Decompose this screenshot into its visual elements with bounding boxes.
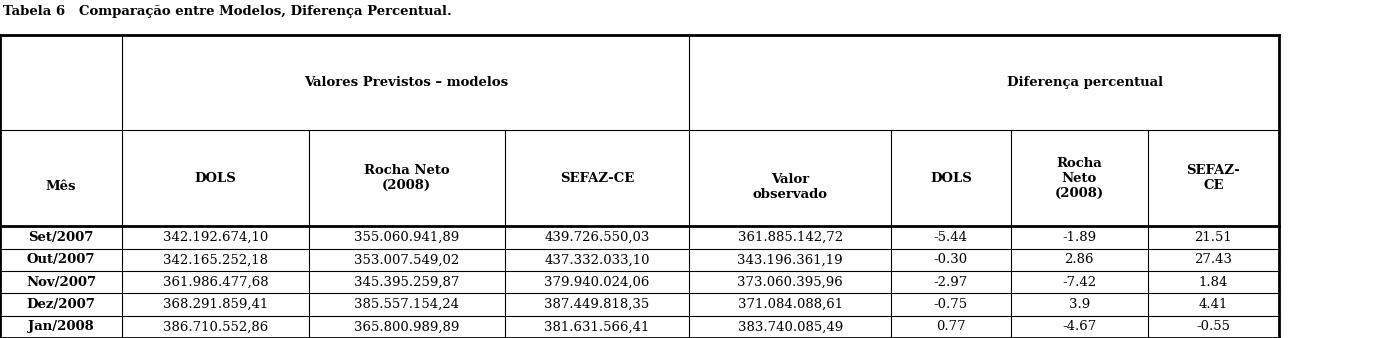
Text: Nov/2007: Nov/2007 — [26, 276, 96, 289]
Text: 3.9: 3.9 — [1069, 298, 1090, 311]
Text: 21.51: 21.51 — [1194, 231, 1233, 244]
Text: 345.395.259,87: 345.395.259,87 — [354, 276, 459, 289]
Text: 342.192.674,10: 342.192.674,10 — [163, 231, 268, 244]
Text: 365.800.989,89: 365.800.989,89 — [354, 320, 459, 333]
Text: Jan/2008: Jan/2008 — [28, 320, 95, 333]
Text: 0.77: 0.77 — [935, 320, 966, 333]
Text: -5.44: -5.44 — [934, 231, 967, 244]
Text: 353.007.549,02: 353.007.549,02 — [354, 254, 459, 266]
Text: Set/2007: Set/2007 — [28, 231, 95, 244]
Text: 385.557.154,24: 385.557.154,24 — [354, 298, 459, 311]
Text: -2.97: -2.97 — [934, 276, 967, 289]
Text: 387.449.818,35: 387.449.818,35 — [545, 298, 649, 311]
Text: -7.42: -7.42 — [1062, 276, 1097, 289]
Text: Rocha
Neto
(2008): Rocha Neto (2008) — [1055, 157, 1104, 200]
Text: 437.332.033,10: 437.332.033,10 — [545, 254, 649, 266]
Text: -1.89: -1.89 — [1062, 231, 1097, 244]
Text: 383.740.085,49: 383.740.085,49 — [738, 320, 842, 333]
Text: Mês: Mês — [46, 180, 76, 193]
Text: 342.165.252,18: 342.165.252,18 — [163, 254, 268, 266]
Text: -0.55: -0.55 — [1197, 320, 1230, 333]
Text: SEFAZ-
CE: SEFAZ- CE — [1187, 164, 1240, 192]
Text: Out/2007: Out/2007 — [26, 254, 96, 266]
Text: 361.885.142,72: 361.885.142,72 — [738, 231, 842, 244]
Text: 379.940.024,06: 379.940.024,06 — [545, 276, 649, 289]
Text: DOLS: DOLS — [195, 172, 236, 185]
Text: Diferença percentual: Diferença percentual — [1006, 76, 1163, 89]
Text: Valores Previstos – modelos: Valores Previstos – modelos — [304, 76, 507, 89]
Text: 27.43: 27.43 — [1194, 254, 1233, 266]
Text: 386.710.552,86: 386.710.552,86 — [163, 320, 268, 333]
Text: 1.84: 1.84 — [1198, 276, 1229, 289]
Text: 371.084.088,61: 371.084.088,61 — [738, 298, 842, 311]
Text: Valor
observado: Valor observado — [753, 173, 827, 201]
Text: 373.060.395,96: 373.060.395,96 — [737, 276, 844, 289]
Text: Tabela 6   Comparação entre Modelos, Diferença Percentual.: Tabela 6 Comparação entre Modelos, Difer… — [3, 5, 452, 18]
Text: 2.86: 2.86 — [1065, 254, 1094, 266]
Text: Dez/2007: Dez/2007 — [26, 298, 96, 311]
Text: 439.726.550,03: 439.726.550,03 — [545, 231, 649, 244]
Text: DOLS: DOLS — [930, 172, 972, 185]
Text: -0.75: -0.75 — [934, 298, 967, 311]
Text: -0.30: -0.30 — [934, 254, 967, 266]
Text: 355.060.941,89: 355.060.941,89 — [354, 231, 459, 244]
Text: 381.631.566,41: 381.631.566,41 — [545, 320, 649, 333]
Text: 368.291.859,41: 368.291.859,41 — [163, 298, 268, 311]
Text: -4.67: -4.67 — [1062, 320, 1097, 333]
Text: 4.41: 4.41 — [1198, 298, 1229, 311]
Text: 343.196.361,19: 343.196.361,19 — [738, 254, 842, 266]
Text: SEFAZ-CE: SEFAZ-CE — [560, 172, 634, 185]
Text: 361.986.477,68: 361.986.477,68 — [163, 276, 268, 289]
Text: Rocha Neto
(2008): Rocha Neto (2008) — [364, 164, 449, 192]
